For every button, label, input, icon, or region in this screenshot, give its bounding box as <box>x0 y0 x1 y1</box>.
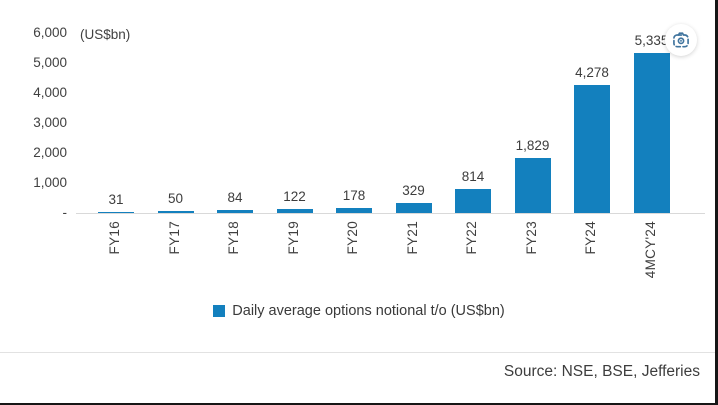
y-axis-tick-label: - <box>62 205 68 220</box>
bar-value-label: 814 <box>461 169 485 184</box>
y-axis-tick-label: 6,000 <box>33 25 67 40</box>
lens-search-button[interactable] <box>665 24 697 56</box>
y-axis-tick-label: 2,000 <box>33 145 67 160</box>
bar <box>217 210 253 213</box>
bar-value-label: 178 <box>342 188 366 203</box>
bar-value-label: 122 <box>283 189 306 204</box>
axis-unit-label: (US$bn) <box>80 27 131 42</box>
bar <box>157 211 194 213</box>
x-axis-label: FY17 <box>166 221 182 255</box>
bar-value-label: 50 <box>167 191 184 206</box>
bar-value-label: 4,278 <box>575 65 609 80</box>
y-axis-tick-label: 3,000 <box>33 115 67 130</box>
bar <box>633 53 670 213</box>
x-axis-label: FY18 <box>226 221 241 255</box>
x-axis-label: FY20 <box>345 221 360 255</box>
legend: Daily average options notional t/o (US$b… <box>0 303 715 319</box>
bar <box>98 212 134 213</box>
bar-chart: (US$bn) 6,000 5,000 4,000 3,000 2,000 1,000- … <box>33 24 705 279</box>
bar <box>395 203 432 213</box>
footer-divider <box>0 352 715 353</box>
camera-lens-icon <box>671 30 691 50</box>
bar-value-label: 329 <box>402 183 425 198</box>
x-axis-label: FY21 <box>404 221 420 255</box>
bar-value-label: 84 <box>227 190 243 205</box>
legend-label: Daily average options notional t/o (US$b… <box>232 303 505 319</box>
x-axis-label: FY16 <box>107 221 122 255</box>
y-axis-tick-label: 1,000 <box>33 175 67 190</box>
x-axis-label: FY22 <box>464 221 479 255</box>
x-axis-line <box>76 213 705 214</box>
bar-value-label: 31 <box>108 192 124 207</box>
y-axis-tick-label: 5,000 <box>33 55 67 70</box>
bar <box>336 208 372 213</box>
y-axis-tick-label: 4,000 <box>33 85 67 100</box>
bar <box>455 189 491 213</box>
bar <box>514 158 551 213</box>
x-axis-label: 4MCY'24 <box>642 221 658 279</box>
bar-value-label: 5,335 <box>634 33 669 48</box>
source-text: Source: NSE, BSE, Jefferies <box>503 363 700 380</box>
bar <box>574 85 610 213</box>
x-axis-label: FY19 <box>285 221 301 255</box>
x-axis-label: FY24 <box>583 221 598 255</box>
bar-value-label: 1,829 <box>515 138 550 153</box>
legend-swatch-icon <box>213 305 226 317</box>
bar <box>276 209 313 213</box>
x-axis-label: FY23 <box>523 221 539 255</box>
